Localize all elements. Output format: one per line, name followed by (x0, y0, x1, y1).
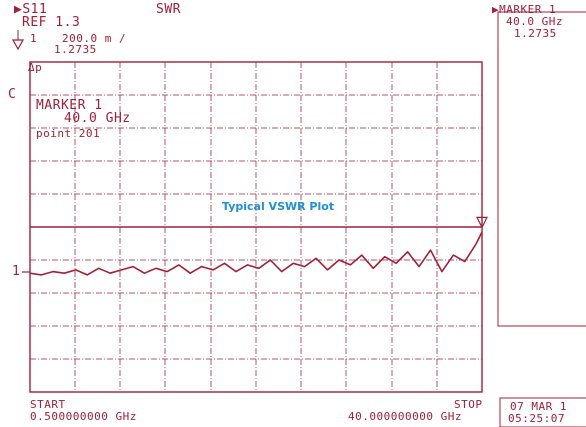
side-marker-freq: 40.0 GHz (506, 15, 563, 28)
timestamp-box (499, 397, 586, 427)
side-panel-frame (497, 11, 586, 327)
vswr-trace (29, 231, 483, 276)
marker-triangle (476, 216, 488, 229)
date-label: 07 MAR 1 (510, 400, 567, 413)
chart-caption: Typical VSWR Plot (222, 200, 335, 213)
param-label: ▶S11 (14, 2, 48, 17)
stop-label: STOP (454, 398, 483, 411)
delta-label: Δp (28, 61, 43, 74)
side-marker-title: ▶MARKER 1 (492, 3, 557, 16)
marker-box-point: point 201 (36, 127, 101, 140)
ref-label: REF 1.3 (22, 15, 81, 30)
ref-marker-value: 1.2735 (54, 43, 97, 56)
time-label: 05:25:07 (508, 412, 565, 425)
channel-label: C (8, 87, 17, 102)
ref-line-label: 1 (12, 264, 21, 279)
scale-prefix: 1 (30, 32, 38, 45)
start-label: START (30, 398, 66, 411)
ref-marker-triangle (11, 39, 25, 51)
stop-value: 40.000000000 GHz (348, 410, 462, 423)
marker-box-title: MARKER 1 (36, 98, 103, 113)
format-label: SWR (156, 2, 181, 17)
side-marker-value: 1.2735 (514, 27, 557, 40)
scale-label: 200.0 m / (62, 32, 127, 45)
marker-box-freq: 40.0 GHz (64, 111, 131, 126)
start-value: 0.500000000 GHz (30, 410, 137, 423)
